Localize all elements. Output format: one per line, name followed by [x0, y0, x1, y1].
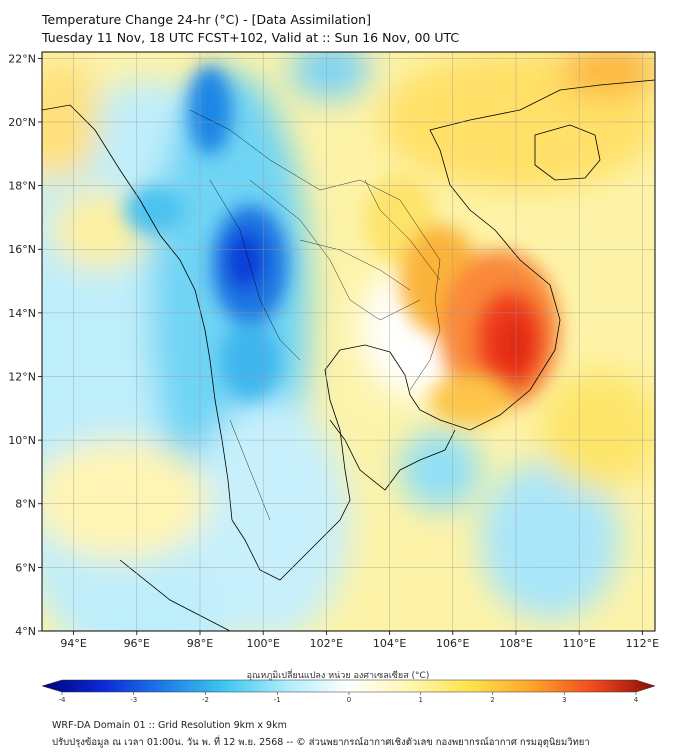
colorbar-tick-label: 3: [562, 696, 566, 704]
lon-tick-label: 106°E: [436, 637, 469, 650]
lat-tick-label: 18°N: [8, 180, 36, 193]
colorbar-tick-label: 0: [347, 696, 351, 704]
colorbar-tick-label: -4: [59, 696, 67, 704]
lon-tick-label: 96°E: [124, 637, 150, 650]
chart-title: Temperature Change 24-hr (°C) - [Data As…: [42, 12, 371, 27]
lon-tick-label: 108°E: [499, 637, 532, 650]
lon-tick-label: 102°E: [310, 637, 343, 650]
lat-tick-label: 6°N: [15, 561, 36, 574]
lat-tick-label: 10°N: [8, 434, 36, 447]
footer-credit: ปรับปรุงข้อมูล ณ เวลา 01:00น. วัน พ. ที่…: [52, 737, 590, 748]
lon-tick-label: 98°E: [187, 637, 213, 650]
colorbar-tick-label: 1: [419, 696, 423, 704]
lon-tick-label: 112°E: [626, 637, 659, 650]
lat-tick-label: 12°N: [8, 370, 36, 383]
lat-tick-label: 8°N: [15, 498, 36, 511]
colorbar-label: อุณหภูมิเปลี่ยนแปลง หน่วย องศาเซลเซียส (…: [246, 671, 430, 681]
lat-tick-label: 4°N: [15, 625, 36, 638]
lat-tick-label: 20°N: [8, 116, 36, 129]
colorbar-tick-label: 2: [490, 696, 494, 704]
lat-tick-label: 14°N: [8, 307, 36, 320]
footer-model-info: WRF-DA Domain 01 :: Grid Resolution 9km …: [52, 720, 287, 731]
lon-tick-label: 110°E: [562, 637, 595, 650]
latitude-labels: 22°N 20°N 18°N 16°N 14°N 12°N 10°N 8°N 6°N 4°N: [8, 52, 42, 638]
lat-tick-label: 22°N: [8, 52, 36, 65]
lon-tick-label: 94°E: [60, 637, 86, 650]
chart-subtitle: Tuesday 11 Nov, 18 UTC FCST+102, Valid a…: [42, 30, 460, 45]
temperature-field: [42, 52, 655, 631]
colorbar-tick-label: -3: [130, 696, 137, 704]
colorbar-tick-label: -1: [274, 696, 281, 704]
longitude-labels: 94°E 96°E 98°E 100°E 102°E 104°E 106°E 108°E 110…: [60, 631, 659, 650]
lon-tick-label: 104°E: [373, 637, 406, 650]
colorbar: -4 -3 -2 -1 0 1 2 3 4: [41, 679, 656, 704]
lat-tick-label: 16°N: [8, 243, 36, 256]
lon-tick-label: 100°E: [246, 637, 279, 650]
colorbar-tick-label: 4: [634, 696, 639, 704]
map-frame: [41, 51, 656, 632]
colorbar-tick-label: -2: [202, 696, 209, 704]
